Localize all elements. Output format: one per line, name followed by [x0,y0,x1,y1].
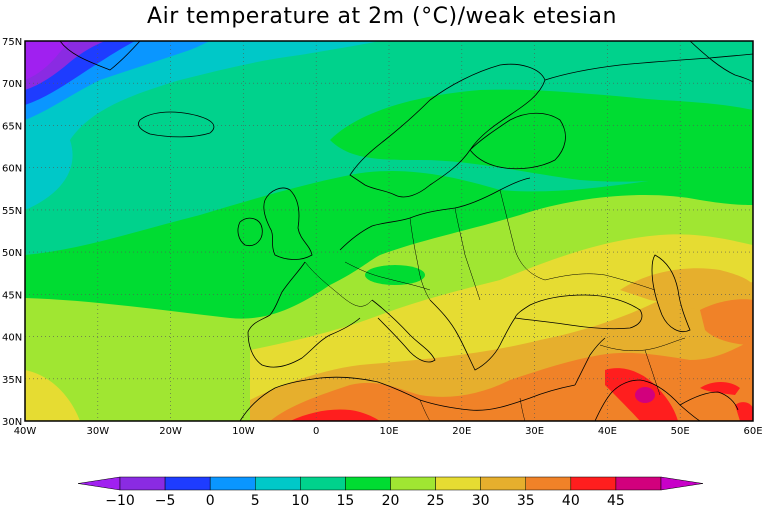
colorbar-high-arrow [660,476,704,491]
y-tick-label: 60N [2,164,22,175]
border-libya [419,399,431,421]
colorbar-segment [390,476,436,491]
field-atlantic-30 [25,370,80,421]
coast-levant [574,337,701,421]
x-tick-label: 50E [671,426,690,437]
colorbar-segment [570,476,617,491]
coast-russia-north [544,53,753,81]
coast-iberia [247,261,361,368]
colorbar-segment [164,476,211,491]
coast-balkans [429,299,516,371]
y-tick-label: 40N [2,333,22,344]
coast-greenland [59,41,141,71]
x-tick-label: 30W [86,426,109,437]
y-tick-label: 45N [2,290,22,301]
border-iraq [644,349,661,396]
colorbar: −10 −5 0 5 10 15 20 25 30 35 40 45 [77,476,704,509]
map-frame [24,40,754,422]
border-central-1 [344,261,431,291]
y-tick-label: 65N [2,121,22,132]
border-east-1 [499,189,546,281]
map-title: Air temperature at 2m (°C)/weak etesian [147,4,617,29]
colorbar-segment [209,476,256,491]
y-tick-label: 55N [2,206,22,217]
coast-scandinavia [349,63,546,198]
colorbar-label: 10 [291,493,309,509]
field-alps [365,265,425,285]
coast-iceland [138,111,215,138]
colorbar-segment [615,476,662,491]
x-tick-label: 40E [598,426,617,437]
colorbar-label: 45 [607,493,625,509]
colorbar-segment [255,476,301,491]
colorbar-segment [525,476,572,491]
coast-novaya-zemlya [689,41,753,83]
coast-north-africa [239,376,576,421]
colorbar-label: 0 [206,493,215,509]
border-egypt [519,397,526,421]
border-central-3 [454,207,481,301]
y-tick-label: 30N [2,417,22,428]
coast-gulf [679,391,739,411]
x-tick-label: 10W [232,426,255,437]
coast-north-europe [339,177,531,251]
colorbar-segment [435,476,481,491]
field-scandinavia-20 [330,89,753,182]
border-east-2 [544,273,656,291]
x-tick-label: 60E [743,426,762,437]
y-tick-label: 75N [2,37,22,48]
field-sahara-hot [290,409,380,421]
colorbar-label: 30 [472,493,490,509]
field-iran-40 [700,299,753,345]
coast-italy [371,299,436,363]
colorbar-label: −10 [105,493,135,509]
coast-caspian [651,254,691,332]
x-tick-label: 20W [159,426,182,437]
border-france [304,261,373,307]
colorbar-label: 5 [251,493,260,509]
colorbar-label: 35 [517,493,535,509]
field-east-hot [735,402,753,421]
x-axis-ticks: 40W 30W 20W 10W 0 10E 20E 30E 40E 50E 60E [14,426,763,437]
border-central-2 [409,217,431,301]
x-tick-label: 10E [379,426,398,437]
colorbar-segment [345,476,391,491]
coast-ireland [237,217,263,247]
field-iraq-hottest [635,387,655,403]
colorbar-low-arrow [77,476,121,491]
x-tick-label: 20E [452,426,471,437]
x-tick-label: 40W [14,426,37,437]
colorbar-segment [300,476,346,491]
coastlines [59,41,753,421]
coast-finland [469,112,566,170]
field-minus10 [25,41,70,80]
y-tick-label: 70N [2,79,22,90]
coast-turkey [514,294,643,330]
colorbar-segment [119,476,166,491]
colorbar-label: 40 [562,493,580,509]
colorbar-segment [480,476,526,491]
colorbar-label: 20 [382,493,400,509]
colorbar-label: 25 [427,493,445,509]
map-grid [25,41,753,421]
field-gulf-hot [700,382,740,395]
x-tick-label: 0 [313,426,319,437]
y-tick-label: 50N [2,248,22,259]
x-tick-label: 30E [525,426,544,437]
country-borders [304,189,686,421]
coast-britain [263,187,313,260]
y-axis-ticks: 75N 70N 65N 60N 55N 50N 45N 40N 35N 30N [2,37,22,428]
colorbar-label: 15 [337,493,355,509]
colorbar-label: −5 [155,493,176,509]
y-tick-label: 35N [2,375,22,386]
